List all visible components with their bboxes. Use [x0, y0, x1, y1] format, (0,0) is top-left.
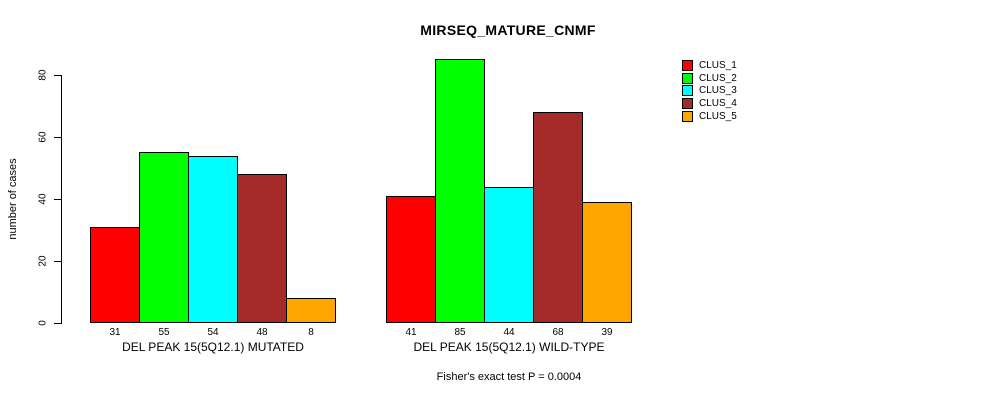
- legend-swatch-clus-3: [682, 85, 693, 97]
- bar-clus_5-group1: [286, 298, 336, 323]
- bar-clus_3-group2: [484, 187, 534, 323]
- bar-value-label: 85: [454, 327, 466, 338]
- legend-swatch-clus-2: [682, 72, 693, 84]
- legend-swatch-clus-1: [682, 59, 693, 71]
- bar-clus_3-group1: [188, 156, 238, 323]
- y-axis-tick-label: 0: [37, 320, 49, 326]
- bar-value-label: 39: [601, 327, 613, 338]
- y-axis-tick-label: 40: [37, 193, 49, 205]
- bar-value-label: 44: [503, 327, 515, 338]
- bar-clus_4-group2: [533, 112, 583, 323]
- legend-label-clus-3: CLUS_3: [699, 85, 737, 97]
- bar-value-label: 8: [308, 327, 314, 338]
- bar-clus_1-group2: [386, 196, 436, 323]
- fisher-test-footnote: Fisher's exact test P = 0.0004: [436, 371, 582, 383]
- bar-value-label: 41: [405, 327, 417, 338]
- bar-clus_5-group2: [582, 202, 632, 323]
- bar-clus_2-group1: [139, 152, 189, 323]
- legend-item-clus-1: CLUS_1: [682, 59, 737, 72]
- bar-value-label: 68: [552, 327, 564, 338]
- bar-clus_2-group2: [435, 59, 485, 323]
- bar-clus_4-group1: [237, 174, 287, 323]
- y-axis-tick-label: 60: [37, 131, 49, 143]
- legend-label-clus-1: CLUS_1: [699, 59, 737, 71]
- bar-value-label: 55: [158, 327, 170, 338]
- y-axis-tick-label: 20: [37, 255, 49, 267]
- group-label-mutated: DEL PEAK 15(5Q12.1) MUTATED: [122, 340, 304, 354]
- legend-swatch-clus-4: [682, 98, 693, 110]
- y-axis-label: number of cases: [7, 158, 19, 240]
- bar-value-label: 54: [207, 327, 219, 338]
- legend-label-clus-2: CLUS_2: [699, 72, 737, 84]
- group-label-wildtype: DEL PEAK 15(5Q12.1) WILD-TYPE: [413, 340, 605, 354]
- y-axis-tick-label: 80: [37, 69, 49, 81]
- bar-clus_1-group1: [90, 227, 140, 323]
- legend-item-clus-5: CLUS_5: [682, 110, 737, 123]
- y-axis-tick: [54, 137, 61, 138]
- y-axis-line: [61, 75, 62, 324]
- legend-item-clus-4: CLUS_4: [682, 97, 737, 110]
- y-axis-tick: [54, 75, 61, 76]
- y-axis-tick: [54, 261, 61, 262]
- legend-item-clus-3: CLUS_3: [682, 85, 737, 98]
- bar-value-label: 48: [256, 327, 268, 338]
- legend-label-clus-4: CLUS_4: [699, 98, 737, 110]
- chart-title: MIRSEQ_MATURE_CNMF: [420, 22, 596, 38]
- legend-item-clus-2: CLUS_2: [682, 72, 737, 85]
- legend-label-clus-5: CLUS_5: [699, 110, 737, 122]
- legend-swatch-clus-5: [682, 110, 693, 122]
- legend: CLUS_1 CLUS_2 CLUS_3 CLUS_4 CLUS_5: [682, 59, 737, 123]
- bar-value-label: 31: [109, 327, 121, 338]
- y-axis-tick: [54, 199, 61, 200]
- y-axis-tick: [54, 323, 61, 324]
